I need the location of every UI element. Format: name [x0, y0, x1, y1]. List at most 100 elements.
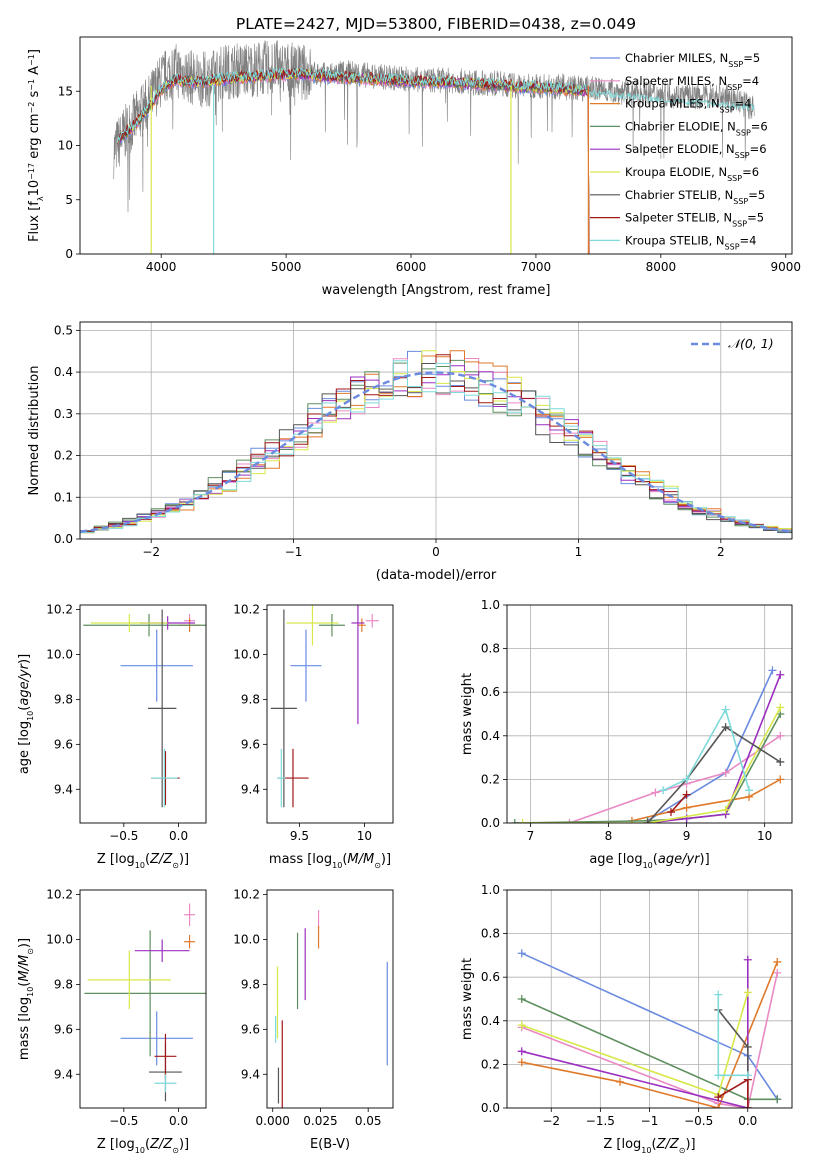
- plot-area: [113, 40, 755, 254]
- x-axis-label: age [log10(age/yr)]: [589, 852, 709, 870]
- y-tick-label: 9.8: [241, 977, 260, 991]
- legend: Chabrier MILES, NSSP=5 Salpeter MILES, NS…: [590, 51, 768, 251]
- y-tick-label: 0.4: [481, 729, 500, 743]
- x-tick-label: 8000: [646, 260, 677, 274]
- y-tick-label: 5: [65, 193, 73, 207]
- mass-weight-point: [721, 705, 730, 714]
- chart-weight_vs_Z: −2 −1.5 −1 −0.5 0.0 0.0 0.2 0.4 0.6 0.8 1.0 Z [log1…: [460, 883, 793, 1155]
- x-tick-label: 0.0: [169, 829, 188, 843]
- x-tick-label: 9.5: [290, 829, 309, 843]
- y-tick-label: 0.4: [481, 1014, 500, 1028]
- x-tick-label: 7: [527, 829, 535, 843]
- y-tick-label: 0.1: [54, 490, 73, 504]
- x-tick-label: 0.05: [355, 1114, 382, 1128]
- normal-distribution-curve: [80, 371, 792, 533]
- mass-weight-point: [721, 768, 730, 777]
- legend-entry: Kroupa STELIB, NSSP=4: [625, 233, 756, 251]
- y-tick-label: 10.0: [46, 647, 73, 661]
- y-tick-label: 0.0: [481, 816, 500, 830]
- x-tick-label: 0.025: [303, 1114, 337, 1128]
- x-tick-label: 10: [757, 829, 772, 843]
- plot-area: [80, 322, 792, 539]
- mass-weight-point: [743, 1104, 752, 1108]
- y-tick-label: 10.2: [233, 602, 260, 616]
- mass-weight-point: [776, 703, 785, 712]
- y-axis-label: Flux [fλ10−17 erg cm−2 s−1 A−1]: [27, 49, 45, 242]
- axes-frame: [79, 604, 207, 824]
- mass-weight-point: [768, 666, 777, 675]
- legend-entry: Kroupa MILES, NSSP=4: [625, 97, 751, 115]
- mass-weight-line: [662, 707, 750, 792]
- y-tick-label: 0.6: [481, 970, 500, 984]
- figure-title: PLATE=2427, MJD=53800, FIBERID=0438, z=0…: [236, 15, 636, 33]
- mass-weight-point: [773, 968, 782, 977]
- x-tick-label: 10: [357, 829, 372, 843]
- mass-weight-point: [517, 949, 526, 958]
- mass-weight-point: [773, 1095, 782, 1104]
- y-tick-label: 15: [58, 84, 73, 98]
- y-tick-label: 0.8: [481, 927, 500, 941]
- axes-frame: [79, 889, 207, 1109]
- mass-weight-point: [745, 786, 754, 795]
- x-axis-label: wavelength [Angstrom, rest frame]: [322, 283, 551, 298]
- x-tick-label: 2: [717, 545, 725, 559]
- axes-frame: [266, 889, 394, 1109]
- legend-entry: 𝒩(0, 1): [728, 336, 774, 351]
- mass-weight-point: [776, 670, 785, 679]
- y-tick-label: 9.6: [54, 1022, 73, 1036]
- y-axis-label: Normed distribution: [27, 366, 42, 496]
- axes-frame: [266, 604, 394, 824]
- mass-weight-line: [521, 972, 779, 1108]
- mass-weight-point: [776, 757, 785, 766]
- model-spectrum-line: [117, 67, 755, 143]
- y-tick-label: 10.2: [46, 887, 73, 901]
- y-tick-label: 9.4: [54, 1067, 73, 1081]
- x-tick-label: 7000: [521, 260, 552, 274]
- mass-weight-point: [743, 1071, 752, 1080]
- mass-weight-point: [721, 805, 730, 814]
- y-tick-label: 0.2: [481, 1057, 500, 1071]
- mass-weight-point: [510, 819, 519, 823]
- x-tick-label: 1: [575, 545, 583, 559]
- axes-frame: [79, 36, 793, 255]
- chart-residuals: −2 −1 0 1 2 0.0 0.1 0.2 0.3 0.4 0.5 (data-model)/er…: [27, 321, 793, 583]
- mass-weight-point: [714, 1093, 723, 1102]
- y-tick-label: 0: [65, 247, 73, 261]
- y-tick-label: 10.0: [233, 932, 260, 946]
- x-tick-label: 6000: [396, 260, 427, 274]
- residual-histogram-step: [80, 360, 792, 534]
- legend-entry: Kroupa ELODIE, NSSP=6: [625, 165, 759, 183]
- x-tick-label: −1: [641, 1114, 659, 1128]
- y-tick-label: 9.4: [54, 782, 73, 796]
- x-tick-label: −1: [285, 545, 303, 559]
- chart-mass_vs_Z: −0.5 0.0 9.4 9.6 9.8 10.0 10.2 Z [log10(Z/Z⊙)] m…: [17, 887, 207, 1155]
- plot-area: [507, 605, 792, 823]
- x-tick-label: 8: [605, 829, 613, 843]
- chart-weight_vs_age: 7 8 9 10 0.0 0.2 0.4 0.6 0.8 1.0 age [log10(age/yr…: [460, 598, 793, 870]
- mass-weight-point: [651, 788, 660, 797]
- mass-weight-point: [517, 1021, 526, 1030]
- x-tick-label: −0.5: [109, 1114, 138, 1128]
- mass-weight-point: [659, 786, 668, 795]
- x-tick-label: 0: [432, 545, 440, 559]
- mass-weight-point: [776, 775, 785, 784]
- mass-weight-point: [565, 819, 574, 823]
- mass-weight-point: [743, 1042, 752, 1051]
- x-axis-label: Z [log10(Z/Z⊙)]: [97, 1137, 189, 1155]
- legend-entry: Chabrier MILES, NSSP=5: [625, 51, 760, 69]
- y-axis-label: mass [log10(M/M⊙)]: [17, 938, 35, 1060]
- x-axis-label: E(B-V): [310, 1137, 350, 1152]
- x-tick-label: 0.0: [169, 1114, 188, 1128]
- mass-weight-point: [643, 819, 652, 823]
- axes-frame: [79, 321, 793, 540]
- plot-area: [83, 609, 206, 808]
- plot-area: [274, 910, 388, 1108]
- y-tick-label: 10.0: [233, 647, 260, 661]
- y-tick-label: 10.2: [233, 887, 260, 901]
- y-tick-label: 0.5: [54, 323, 73, 337]
- y-tick-label: 9.8: [54, 977, 73, 991]
- x-tick-label: 0.000: [256, 1114, 290, 1128]
- y-tick-label: 0.0: [481, 1101, 500, 1115]
- x-tick-label: 9: [683, 829, 691, 843]
